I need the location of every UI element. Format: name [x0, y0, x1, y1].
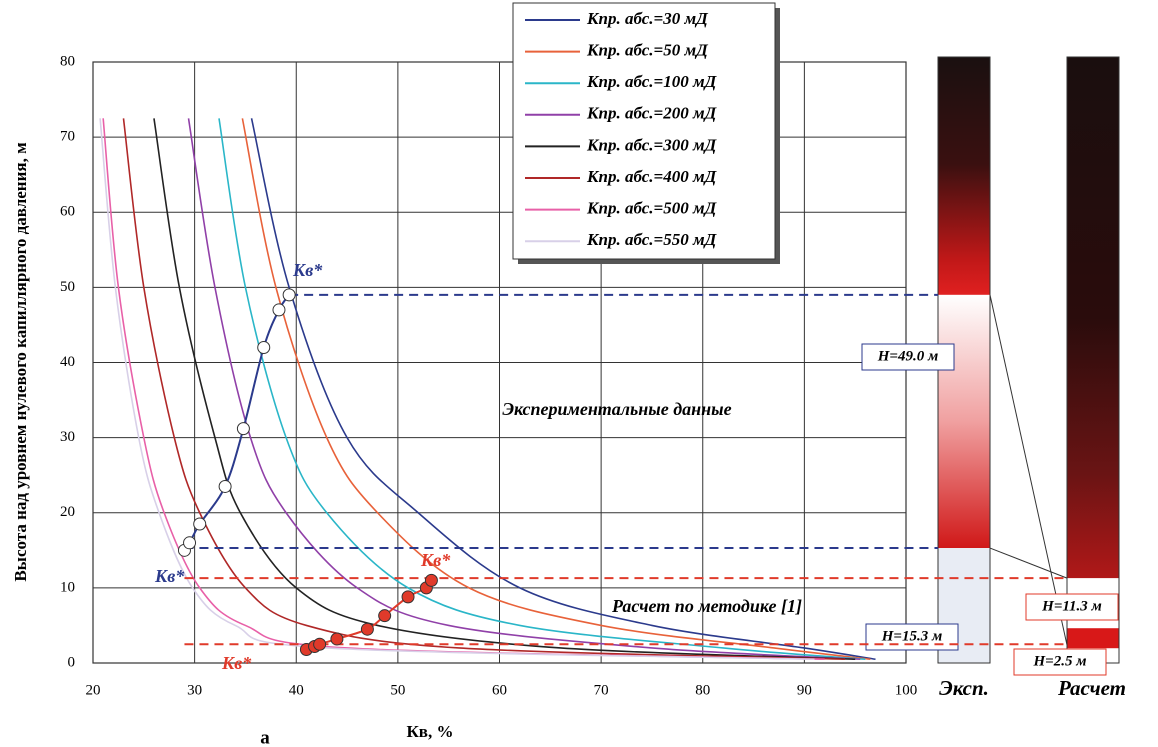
- calculated-point: [424, 573, 438, 587]
- experimental-point: [193, 517, 207, 531]
- column-label: Расчет: [1057, 676, 1126, 700]
- y-tick-label: 20: [60, 504, 75, 520]
- level-box: [1025, 593, 1119, 621]
- level-label: H=49.0 м: [877, 348, 939, 364]
- y-tick-label: 30: [60, 429, 75, 445]
- y-tick-label: 70: [60, 129, 75, 145]
- level-label: H=11.3 м: [1041, 598, 1102, 614]
- x-tick-label: 40: [289, 682, 304, 698]
- connector: [989, 547, 1068, 579]
- legend-label: Кпр. абс.=550 мД: [586, 230, 718, 249]
- level-label: H=15.3 м: [881, 628, 943, 644]
- kv-label: Кв*: [292, 260, 323, 280]
- calculated-point: [401, 590, 415, 604]
- level-box: [1013, 648, 1107, 676]
- legend: [512, 2, 776, 260]
- curve: [153, 118, 856, 661]
- curve: [187, 118, 861, 661]
- calculated-point: [330, 632, 344, 646]
- x-tick-label: 30: [187, 682, 202, 698]
- legend-label: Кпр. абс.=300 мД: [586, 135, 718, 154]
- experimental-point: [282, 288, 296, 302]
- y-tick-label: 60: [60, 204, 75, 220]
- legend-label: Кпр. абс.=400 мД: [586, 167, 718, 186]
- level-box: [865, 623, 959, 651]
- legend-label: Кпр. абс.=500 мД: [586, 199, 718, 218]
- calc-column-top: [1067, 57, 1119, 579]
- curve: [218, 118, 866, 661]
- x-tick-label: 70: [594, 682, 609, 698]
- experimental-point: [218, 479, 232, 493]
- x-tick-label: 100: [895, 682, 918, 698]
- calculated-point: [378, 609, 392, 623]
- curve: [99, 118, 815, 661]
- legend-label: Кпр. абс.=50 мД: [586, 41, 709, 60]
- curve: [250, 118, 876, 661]
- y-tick-label: 50: [60, 279, 75, 295]
- y-tick-label: 10: [60, 579, 75, 595]
- column-label: Эксп.: [939, 676, 989, 700]
- legend-label: Кпр. абс.=200 мД: [586, 104, 718, 123]
- region-label: Экспериментальные данные: [502, 399, 731, 419]
- x-tick-label: 50: [390, 682, 405, 698]
- region-label: Расчет по методике [1]: [611, 596, 802, 616]
- legend-label: Кпр. абс.=30 мД: [586, 9, 709, 28]
- experimental-point: [257, 340, 271, 354]
- y-axis-label: Высота над уровнем нулевого капиллярного…: [11, 142, 30, 582]
- x-axis-label: Кв, %: [406, 722, 453, 741]
- connector: [989, 294, 1068, 646]
- level-box: [861, 343, 955, 371]
- x-tick-label: 20: [86, 682, 101, 698]
- experimental-point: [183, 536, 197, 550]
- legend-label: Кпр. абс.=100 мД: [586, 72, 718, 91]
- calc-column-bottom: [1067, 628, 1119, 649]
- curve: [122, 118, 846, 661]
- y-tick-label: 40: [60, 354, 75, 370]
- kv-label: Кв*: [221, 653, 252, 673]
- panel-label: а: [260, 727, 270, 747]
- kv-label: Кв*: [420, 550, 451, 570]
- x-tick-label: 60: [492, 682, 507, 698]
- kv-label: Кв*: [154, 566, 185, 586]
- y-tick-label: 80: [60, 53, 75, 69]
- calculated-point: [360, 622, 374, 636]
- x-tick-label: 90: [797, 682, 812, 698]
- y-tick-label: 0: [68, 654, 76, 670]
- experimental-point: [236, 422, 250, 436]
- experimental-point: [272, 303, 286, 317]
- x-tick-label: 80: [695, 682, 710, 698]
- exp-column-mid: [938, 294, 990, 549]
- level-label: H=2.5 м: [1033, 653, 1087, 669]
- exp-column-top: [938, 57, 990, 295]
- calculated-point: [313, 637, 327, 651]
